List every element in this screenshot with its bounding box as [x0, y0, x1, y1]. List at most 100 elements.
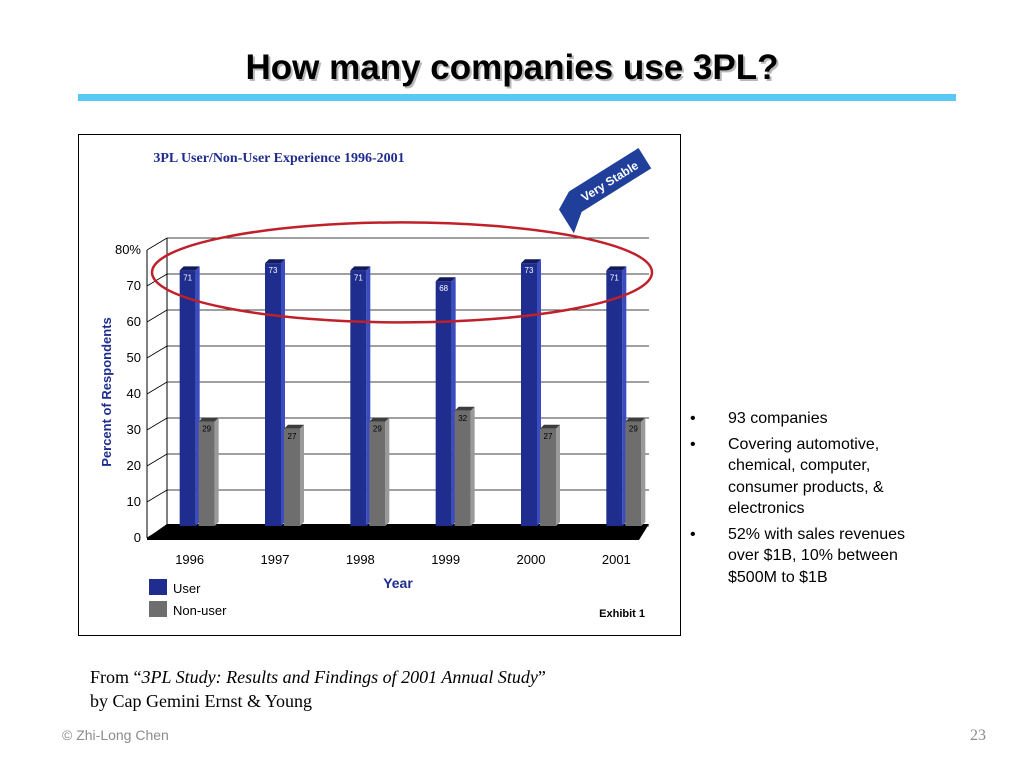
- bar-top: [350, 266, 371, 271]
- very-stable-arrow: Very Stable: [559, 148, 652, 234]
- citation-source: by Cap Gemini Ernst & Young: [90, 691, 313, 711]
- legend-swatch-user: [149, 579, 167, 595]
- legend-swatch-non-user: [149, 601, 167, 617]
- bar-top: [540, 424, 560, 429]
- bar-top: [625, 417, 646, 422]
- bullet-item: • 52% with sales revenues over $1B, 10% b…: [690, 524, 930, 589]
- highlight-ellipse: [150, 221, 654, 324]
- x-tick-label: 1999: [431, 552, 460, 567]
- grid-diagonal: [146, 381, 168, 395]
- bar-top: [284, 424, 304, 429]
- chart-floor: [147, 524, 649, 540]
- bar-non-user: [198, 421, 215, 526]
- citation-prefix: From “: [90, 667, 142, 687]
- data-label: 29: [373, 425, 382, 434]
- grid-diagonal: [146, 345, 168, 359]
- legend-label-non-user: Non-user: [173, 603, 227, 618]
- bar-top: [369, 417, 390, 422]
- data-label: 27: [288, 432, 297, 441]
- bar-user: [265, 263, 281, 526]
- bar-non-user: [540, 428, 556, 526]
- grid-diagonal: [146, 417, 168, 431]
- x-tick-label: 2000: [517, 552, 546, 567]
- citation-suffix: ”: [537, 667, 546, 687]
- bar-user: [350, 270, 367, 526]
- bar-side: [556, 424, 560, 526]
- y-tick-label: 20: [127, 458, 141, 473]
- exhibit-label: Exhibit 1: [599, 608, 645, 620]
- y-tick-label: 30: [127, 422, 141, 437]
- bar-side: [470, 406, 475, 526]
- citation-study-title: 3PL Study: Results and Findings of 2001 …: [141, 667, 538, 687]
- bullet-item: • 93 companies: [690, 408, 930, 430]
- chart-title: 3PL User/Non-User Experience 1996-2001: [153, 151, 404, 166]
- slide-title: How many companies use 3PL?: [245, 48, 779, 87]
- bullet-icon: •: [690, 435, 696, 453]
- bar-non-user: [454, 410, 471, 526]
- chart-svg: 3PL User/Non-User Experience 1996-2001 V…: [99, 148, 654, 620]
- chart-frame: 3PL User/Non-User Experience 1996-2001 V…: [78, 134, 681, 636]
- data-label: 73: [525, 266, 534, 275]
- bar-side: [214, 417, 219, 526]
- bar-user: [606, 270, 623, 526]
- bar-top: [435, 277, 456, 282]
- data-label: 68: [439, 284, 448, 293]
- plot-area: 0 10 20 30 40 50 60 70 80% Percent of Respondents…: [99, 221, 654, 591]
- x-tick-label: 1997: [261, 552, 290, 567]
- bar-top: [454, 406, 475, 411]
- bar-non-user: [284, 428, 300, 526]
- bullet-text: Covering automotive, chemical, computer,…: [728, 435, 884, 518]
- x-tick-label: 2001: [602, 552, 631, 567]
- bullet-text: 93 companies: [728, 410, 828, 427]
- bar-top: [265, 259, 285, 264]
- title-rule: [78, 94, 956, 101]
- grid-diagonal: [146, 237, 168, 251]
- grid-diagonal: [146, 273, 168, 287]
- y-tick-label: 0: [134, 530, 141, 545]
- y-tick-label: 60: [127, 314, 141, 329]
- bar-top: [606, 266, 627, 271]
- page-number: 23: [970, 727, 986, 744]
- x-tick-label: 1998: [346, 552, 375, 567]
- bar-side: [195, 266, 200, 526]
- bullet-icon: •: [690, 410, 696, 427]
- bar-non-user: [369, 421, 386, 526]
- data-label: 71: [610, 273, 619, 282]
- bar-non-user: [625, 421, 642, 526]
- bar-side: [641, 417, 646, 526]
- data-label: 71: [183, 273, 192, 282]
- y-axis-label: Percent of Respondents: [99, 317, 114, 467]
- bullet-list: • 93 companies • Covering automotive, chem…: [690, 408, 930, 592]
- citation: From “3PL Study: Results and Findings of…: [90, 665, 546, 713]
- bar-side: [300, 424, 304, 526]
- y-tick-label: 50: [127, 350, 141, 365]
- data-label: 71: [354, 273, 363, 282]
- data-label: 73: [269, 266, 278, 275]
- grid-diagonal: [146, 453, 168, 467]
- legend-label-user: User: [173, 581, 201, 596]
- bar-user: [435, 281, 452, 526]
- bar-side: [385, 417, 390, 526]
- data-label: 29: [202, 425, 211, 434]
- data-label: 29: [629, 425, 638, 434]
- y-tick-label: 10: [127, 494, 141, 509]
- bar-top: [179, 266, 200, 271]
- bullet-icon: •: [690, 525, 696, 543]
- y-tick-label: 40: [127, 386, 141, 401]
- bar-top: [198, 417, 219, 422]
- legend: User Non-user: [149, 579, 227, 618]
- y-tick-label: 70: [127, 278, 141, 293]
- grid-diagonal: [146, 489, 168, 503]
- y-tick-label: 80%: [115, 242, 141, 257]
- bullet-text: 52% with sales revenues over $1B, 10% be…: [728, 525, 905, 586]
- footer-copyright: © Zhi-Long Chen: [62, 727, 169, 743]
- data-label: 27: [544, 432, 553, 441]
- x-tick-label: 1996: [175, 552, 204, 567]
- bar-top: [521, 259, 541, 264]
- arrow-shape: [559, 148, 652, 234]
- bullet-item: • Covering automotive, chemical, computer…: [690, 434, 930, 520]
- x-axis-label: Year: [383, 575, 413, 591]
- bar-user: [521, 263, 537, 526]
- bar-user: [179, 270, 196, 526]
- data-label: 32: [458, 414, 467, 423]
